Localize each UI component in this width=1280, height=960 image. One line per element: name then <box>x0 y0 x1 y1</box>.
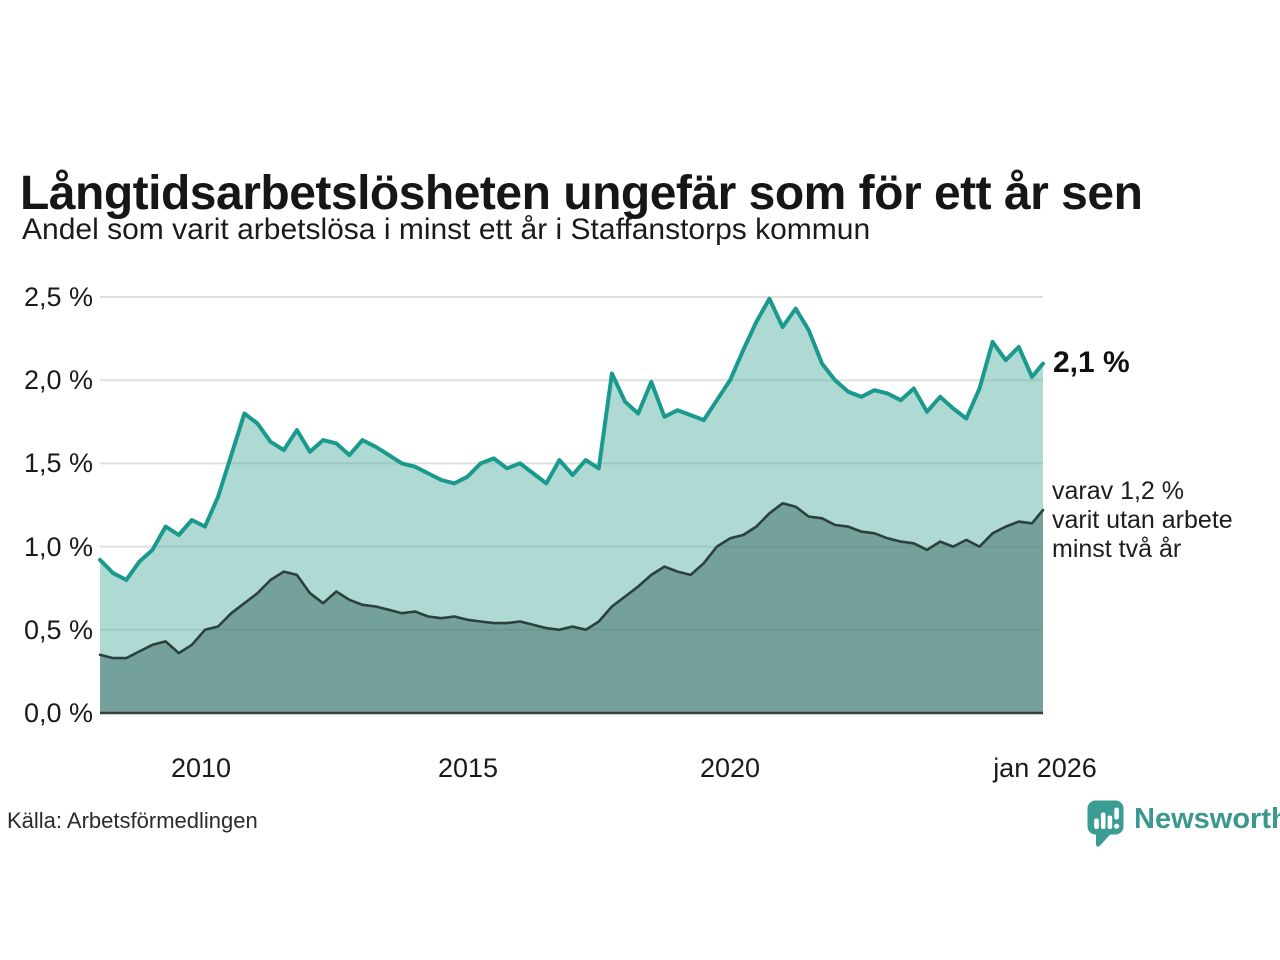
newsworthy-wordmark: Newsworthy <box>1134 803 1280 835</box>
secondary-value-line: varav 1,2 % <box>1052 477 1185 505</box>
newsworthy-brand: Newsworthy <box>1086 799 1280 849</box>
page-title: Långtidsarbetslösheten ungefär som för e… <box>20 167 1143 221</box>
y-axis-tick-label: 2,5 % <box>23 282 93 312</box>
y-axis-tick-label: 2,0 % <box>23 365 93 395</box>
y-axis-tick-label: 1,5 % <box>23 448 93 478</box>
newsworthy-logo-icon <box>1087 800 1124 847</box>
secondary-value-line: minst två år <box>1052 535 1182 563</box>
chart-subtitle: Andel som varit arbetslösa i minst ett å… <box>22 213 871 246</box>
latest-value-label: 2,1 % <box>1053 346 1130 379</box>
source-attribution: Källa: Arbetsförmedlingen <box>7 808 258 833</box>
secondary-value-line: varit utan arbete <box>1052 506 1233 534</box>
y-axis-tick-label: 0,0 % <box>23 698 93 728</box>
y-axis-tick-label: 1,0 % <box>23 532 93 562</box>
x-axis-tick-label: 2015 <box>437 753 499 783</box>
x-axis-tick-label: 2020 <box>699 753 761 783</box>
secondary-value-label: varav 1,2 % varit utan arbete minst två … <box>1052 477 1233 564</box>
x-axis-tick-label: jan 2026 <box>993 753 1097 783</box>
x-axis-tick-label: 2010 <box>170 753 232 783</box>
y-axis-tick-label: 0,5 % <box>23 615 93 645</box>
